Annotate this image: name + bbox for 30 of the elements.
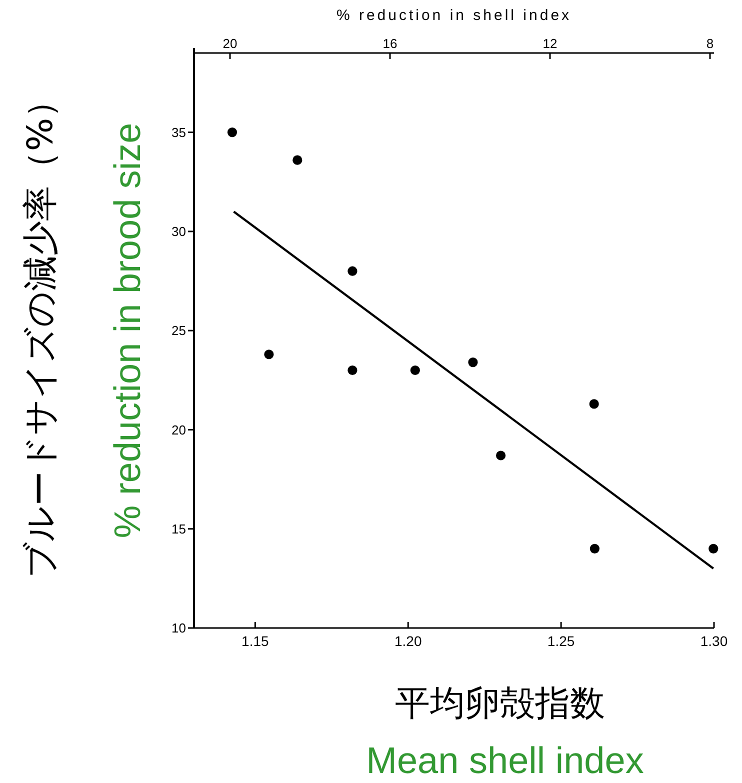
point [348,365,358,376]
x2-tick-label: 16 [382,36,398,51]
x-tick-label: 1.15 [242,633,270,649]
point [348,266,358,276]
y-axis-title: ブルードサイズの減少率（%） [21,82,61,578]
x-axis-title: 平均卵殻指数 [395,684,605,724]
point [264,350,274,360]
x2-tick-label: 12 [542,36,558,51]
point [496,450,506,460]
x2-axis-title: % reduction in shell index [336,7,572,24]
x2-tick-label: 20 [222,36,238,51]
point [708,544,718,554]
y-tick-label: 30 [172,224,186,239]
text: Mean shell index [366,740,644,781]
y-tick-label: 15 [172,521,186,536]
y-tick-label: 10 [172,620,186,636]
y-tick-label: 20 [172,422,186,438]
point [410,365,420,376]
y-tick-label: 25 [172,323,186,338]
y-tick-label: 35 [172,124,186,140]
x-tick-label: 1.25 [547,633,575,649]
x-tick-label: 1.20 [394,633,422,649]
point [227,128,238,138]
x2-tick-label: 8 [706,36,714,51]
x-tick-label: 1.30 [700,633,728,649]
point [468,358,478,368]
text: % reduction in brood size [107,122,148,538]
point [590,544,600,554]
point [292,155,302,165]
point [589,399,599,409]
